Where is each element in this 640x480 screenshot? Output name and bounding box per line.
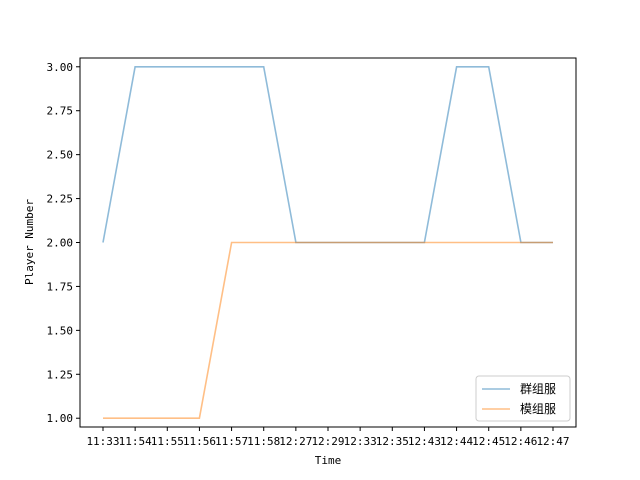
x-tick-label: 12:47 bbox=[536, 435, 569, 448]
x-tick-label: 11:57 bbox=[215, 435, 248, 448]
y-tick-label: 2.75 bbox=[47, 105, 74, 118]
x-tick-label: 12:46 bbox=[504, 435, 537, 448]
legend-label-1: 模组服 bbox=[520, 402, 556, 416]
x-tick-label: 12:33 bbox=[344, 435, 377, 448]
x-tick-label: 12:35 bbox=[376, 435, 409, 448]
x-tick-label: 11:58 bbox=[247, 435, 280, 448]
y-tick-label: 1.00 bbox=[47, 412, 74, 425]
x-tick-label: 11:56 bbox=[183, 435, 216, 448]
ticks-layer: 11:33 11:54 11:55 11:56 11:57 11:58 12:27 12:29… bbox=[47, 61, 570, 448]
y-tick-label: 3.00 bbox=[47, 61, 74, 74]
y-axis-label: Player Number bbox=[23, 199, 36, 285]
x-tick-label: 11:54 bbox=[119, 435, 152, 448]
x-tick-label: 12:45 bbox=[472, 435, 505, 448]
x-tick-label: 12:27 bbox=[279, 435, 312, 448]
x-tick-label: 11:55 bbox=[151, 435, 184, 448]
x-tick-label: 12:43 bbox=[408, 435, 441, 448]
legend-label-0: 群组服 bbox=[520, 382, 556, 396]
x-tick-label: 12:44 bbox=[440, 435, 473, 448]
x-tick-label: 11:33 bbox=[86, 435, 119, 448]
series-line-1 bbox=[103, 241, 553, 420]
x-tick-label: 12:29 bbox=[311, 435, 344, 448]
y-tick-label: 1.75 bbox=[47, 280, 74, 293]
y-tick-label: 2.50 bbox=[47, 149, 74, 162]
y-tick-label: 1.25 bbox=[47, 368, 74, 381]
y-tick-label: 2.25 bbox=[47, 193, 74, 206]
y-tick-label: 1.50 bbox=[47, 324, 74, 337]
series-layer bbox=[102, 66, 553, 420]
y-tick-label: 2.00 bbox=[47, 237, 74, 250]
x-axis-label: Time bbox=[315, 454, 342, 467]
